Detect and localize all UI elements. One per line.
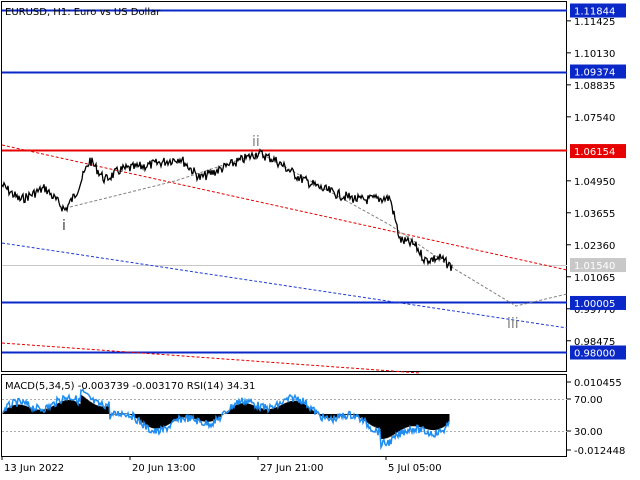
price-scale: 1.11425 1.10130 1.08835 1.07540 1.04950 1.036…	[567, 17, 615, 348]
price-tick-label: 1.04950	[574, 177, 615, 188]
indicator-title: MACD(5,34,5) -0.003739 -0.003170 RSI(14)…	[5, 381, 255, 392]
indicator-tick-label: 70.00	[574, 395, 603, 406]
level-tag-box	[570, 3, 626, 18]
level-tag-label: 1.01540	[574, 261, 615, 272]
time-tick-label: 27 Jun 21:00	[260, 463, 324, 474]
level-tag-box	[570, 295, 626, 310]
indicator-tick-label: -0.012448	[574, 446, 625, 457]
level-tag-box	[570, 345, 626, 360]
level-tag-box	[570, 144, 626, 159]
level-tags: 1.11844 1.09374 1.06154 1.01540 1.00005 0.980…	[570, 3, 626, 360]
price-tick-label: 1.08835	[574, 81, 615, 92]
price-line	[1, 148, 453, 272]
time-tick-label: 5 Jul 05:00	[388, 463, 442, 474]
price-tick-label: 1.11425	[574, 17, 615, 28]
price-plot-frame	[1, 1, 567, 372]
price-tick-label: 0.99770	[574, 305, 615, 316]
price-tick-label: 1.01065	[574, 273, 615, 284]
price-tick-label: 1.07540	[574, 113, 615, 124]
time-tick-label: 20 Jun 13:00	[132, 463, 196, 474]
level-tag-box	[570, 258, 626, 273]
price-tick-label: 0.98475	[574, 337, 615, 348]
level-tag-box	[570, 64, 626, 79]
level-tag-label: 0.98000	[574, 349, 615, 360]
indicator-tick-label: 0.010455	[574, 378, 622, 389]
wave-label-iii: iii	[507, 316, 519, 332]
wave-label-ii: ii	[252, 134, 260, 150]
wave-label-i: i	[62, 218, 66, 234]
chart-title: EURUSD, H1: Euro vs US Dollar	[5, 7, 161, 18]
macd-histogram	[2, 394, 450, 439]
indicator-plot-frame	[1, 374, 567, 457]
level-tag-label: 1.11844	[574, 7, 615, 18]
elliott-wave-path[interactable]	[69, 152, 568, 307]
price-series	[1, 148, 453, 272]
price-tick-label: 1.02360	[574, 241, 615, 252]
time-tick-label: 13 Jun 2022	[4, 463, 64, 474]
indicator-tick-label: 30.00	[574, 427, 603, 438]
time-axis: 13 Jun 2022 20 Jun 13:00 27 Jun 21:00 5 Jul…	[1, 456, 442, 474]
price-tick-label: 1.03655	[574, 209, 615, 220]
price-tick-label: 1.10130	[574, 49, 615, 60]
level-tag-label: 1.09374	[574, 68, 615, 79]
channel-lower-line[interactable]	[1, 342, 421, 374]
channel-blue-line[interactable]	[1, 242, 568, 329]
level-tag-label: 1.00005	[574, 299, 615, 310]
indicator-scale: 0.010455 70.00 30.00 -0.012448	[567, 378, 625, 457]
level-tag-label: 1.06154	[574, 147, 615, 158]
rsi-line	[2, 388, 450, 451]
